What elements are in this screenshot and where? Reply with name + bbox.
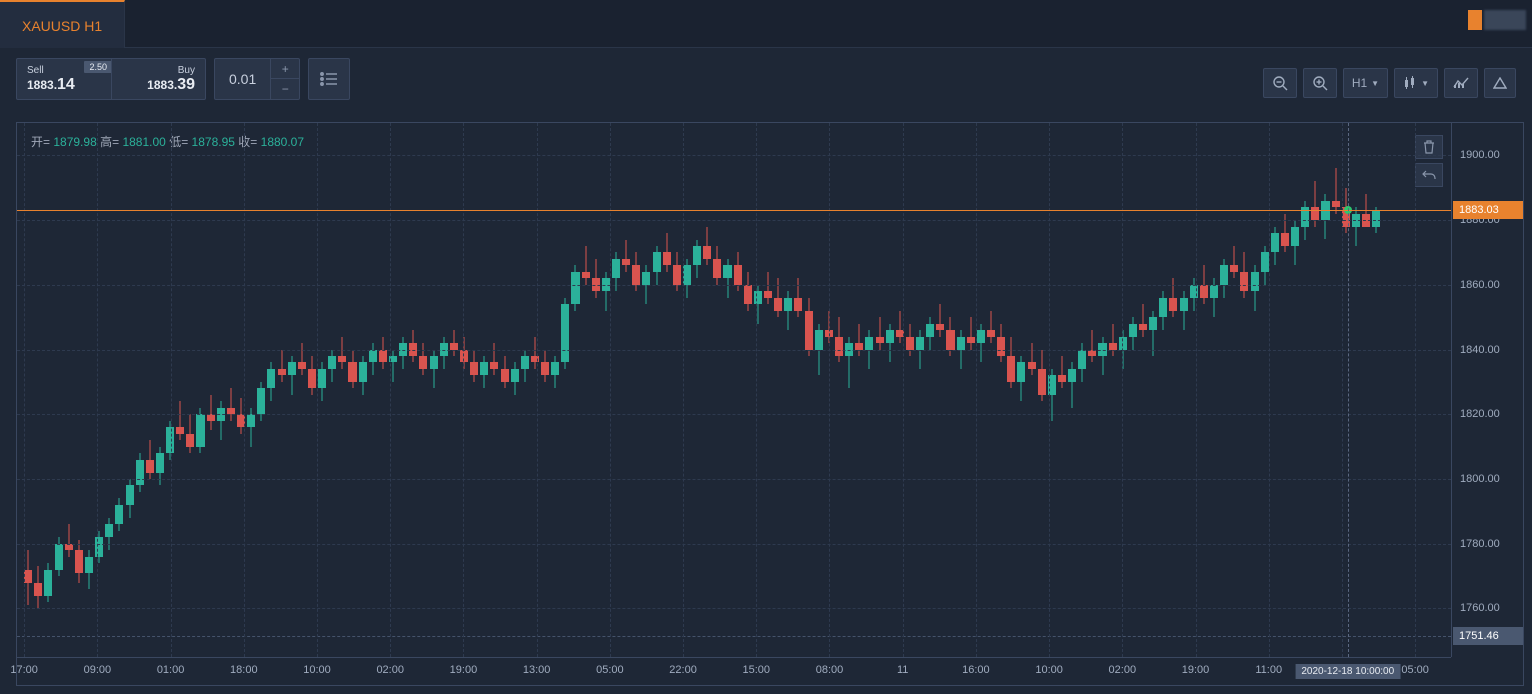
timeframe-dropdown[interactable]: H1▼ xyxy=(1343,68,1388,98)
x-tick: 16:00 xyxy=(962,664,990,676)
y-tick: 1840.00 xyxy=(1460,344,1500,356)
zoom-in-icon xyxy=(1312,75,1328,91)
x-tick: 11:00 xyxy=(1255,664,1282,676)
symbol-tab[interactable]: XAUUSD H1 xyxy=(0,0,125,48)
chart-container[interactable]: 1760.00 1780.00 1800.00 1820.00 1840.00 1860.… xyxy=(16,122,1524,686)
crosshair-time-label: 2020-12-18 10:00:00 xyxy=(1295,664,1400,679)
low-price-tag: 1751.46 xyxy=(1453,627,1523,645)
x-axis: 17:0009:0001:0018:0010:0002:0019:0013:00… xyxy=(17,657,1451,685)
y-tick: 1820.00 xyxy=(1460,408,1500,420)
window-controls xyxy=(1468,10,1526,30)
volume-down-button[interactable]: − xyxy=(271,79,299,99)
x-tick: 05:00 xyxy=(596,664,624,676)
sell-price: 1883.14 xyxy=(27,76,101,94)
x-tick: 02:00 xyxy=(376,664,404,676)
triangle-icon xyxy=(1493,77,1507,89)
x-tick: 05:00 xyxy=(1401,664,1429,676)
indicators-button[interactable] xyxy=(1444,68,1478,98)
x-tick: 10:00 xyxy=(1035,664,1063,676)
x-tick: 17:00 xyxy=(10,664,38,676)
x-tick: 18:00 xyxy=(230,664,258,676)
sell-button[interactable]: Sell 1883.14 2.50 xyxy=(17,59,111,99)
x-tick: 09:00 xyxy=(84,664,112,676)
volume-up-button[interactable]: + xyxy=(271,59,299,79)
volume-value[interactable]: 0.01 xyxy=(215,71,270,87)
y-tick: 1800.00 xyxy=(1460,473,1500,485)
y-tick: 1860.00 xyxy=(1460,279,1500,291)
spread-badge: 2.50 xyxy=(84,61,112,73)
x-tick: 13:00 xyxy=(523,664,551,676)
y-tick: 1780.00 xyxy=(1460,538,1500,550)
x-tick: 08:00 xyxy=(816,664,844,676)
x-tick: 01:00 xyxy=(157,664,185,676)
expand-button[interactable] xyxy=(1484,68,1516,98)
y-tick: 1760.00 xyxy=(1460,602,1500,614)
zoom-in-button[interactable] xyxy=(1303,68,1337,98)
zoom-out-icon xyxy=(1272,75,1288,91)
orders-button[interactable] xyxy=(308,58,350,100)
zoom-out-button[interactable] xyxy=(1263,68,1297,98)
volume-input: 0.01 + − xyxy=(214,58,300,100)
indicator-icon xyxy=(1453,77,1469,89)
y-axis: 1760.00 1780.00 1800.00 1820.00 1840.00 1860.… xyxy=(1451,123,1523,657)
chart-plot[interactable] xyxy=(17,123,1451,657)
current-price-tag: 1883.03 xyxy=(1453,201,1523,219)
x-tick: 19:00 xyxy=(1182,664,1210,676)
chart-type-dropdown[interactable]: ▼ xyxy=(1394,68,1438,98)
ohlc-readout: 开= 1879.98 高= 1881.00 低= 1878.95 收= 1880… xyxy=(31,133,304,150)
x-tick: 11 xyxy=(897,664,908,676)
buy-label: Buy xyxy=(122,65,195,76)
list-icon xyxy=(320,72,338,86)
undo-icon xyxy=(1422,169,1436,181)
trash-icon xyxy=(1423,140,1435,154)
undo-button[interactable] xyxy=(1415,163,1443,187)
x-tick: 22:00 xyxy=(669,664,697,676)
x-tick: 15:00 xyxy=(742,664,770,676)
buy-button[interactable]: Buy 1883.39 xyxy=(111,59,205,99)
x-tick: 19:00 xyxy=(450,664,478,676)
candle-icon xyxy=(1403,76,1417,90)
trade-panel: Sell 1883.14 2.50 Buy 1883.39 xyxy=(16,58,206,100)
y-tick: 1900.00 xyxy=(1460,149,1500,161)
x-tick: 02:00 xyxy=(1109,664,1137,676)
buy-price: 1883.39 xyxy=(122,76,195,94)
x-tick: 10:00 xyxy=(303,664,331,676)
